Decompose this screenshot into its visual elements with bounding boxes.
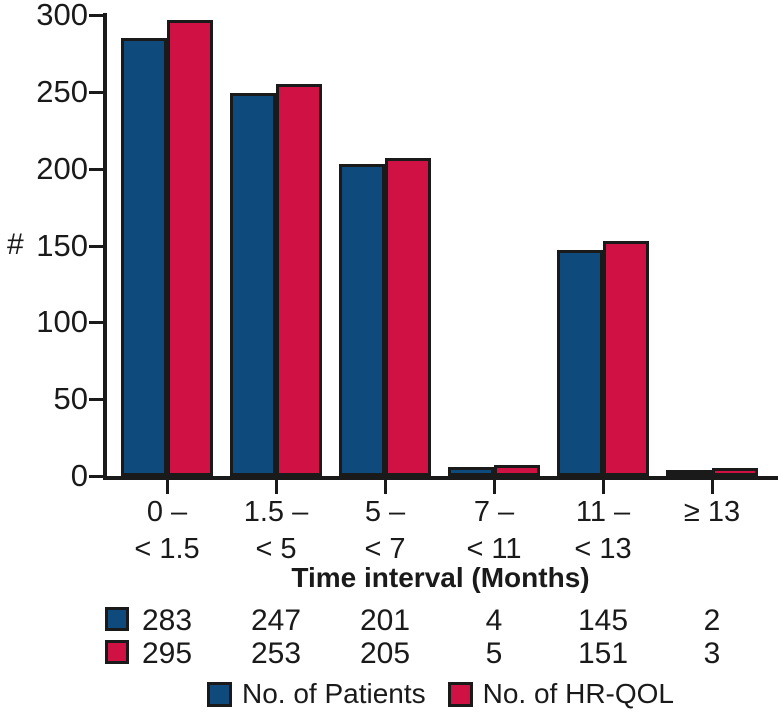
y-tick-label: 200	[36, 150, 88, 186]
x-axis-title: Time interval (Months)	[291, 562, 590, 593]
category-label-line: < 5	[255, 533, 297, 565]
category-label: ≥ 13	[637, 494, 782, 531]
bar-patients-0	[121, 38, 167, 476]
y-tick	[89, 90, 103, 94]
bar-hrqol-4	[603, 241, 649, 476]
bar-patients-3	[448, 467, 494, 476]
y-tick-label: 150	[36, 227, 88, 263]
bar-hrqol-3	[494, 465, 540, 476]
category-label-line: 5 –	[364, 496, 406, 528]
category-label: 1.5 – < 5	[201, 494, 351, 568]
category-label: 11 – < 13	[528, 494, 678, 568]
bar-patients-4	[557, 250, 603, 476]
y-tick-label: 0	[70, 458, 88, 493]
y-tick	[89, 14, 103, 17]
bar-patients-2	[339, 164, 385, 476]
table-value: 205	[359, 637, 411, 670]
x-tick	[166, 480, 169, 494]
bar-patients-5	[666, 470, 712, 476]
y-tick-label: 50	[53, 381, 88, 417]
x-tick	[711, 480, 714, 494]
legend-label: No. of Patients	[241, 678, 426, 709]
bar-hrqol-2	[385, 158, 431, 476]
x-tick	[275, 480, 278, 494]
x-tick	[602, 480, 605, 494]
y-tick-label: 250	[36, 73, 88, 109]
category-label: 5 – < 7	[310, 494, 460, 568]
y-tick-label: 300	[36, 0, 88, 32]
x-tick	[384, 480, 387, 494]
y-axis-line	[103, 13, 107, 480]
legend-label: No. of HR-QOL	[482, 678, 675, 709]
table-value: 151	[577, 637, 629, 670]
table-value: 253	[250, 637, 302, 670]
category-label-line: < 11	[466, 533, 522, 565]
table-value: 283	[141, 604, 193, 637]
bar-patients-1	[230, 93, 276, 476]
category-label-line: < 13	[574, 533, 632, 565]
legend-swatch-hrqol	[447, 681, 473, 707]
category-label-line: 11 –	[575, 496, 631, 528]
category-label-line: 7 –	[473, 496, 515, 528]
y-tick	[89, 244, 103, 248]
bar-hrqol-1	[276, 84, 322, 476]
x-tick	[493, 480, 496, 494]
table-value: 201	[359, 604, 411, 637]
category-label-line: < 1.5	[134, 533, 200, 565]
y-tick-label: 100	[36, 304, 88, 340]
y-tick	[89, 321, 103, 325]
legend: No. of Patients No. of HR-QOL	[103, 678, 778, 710]
table-swatch-hrqol	[105, 640, 129, 664]
legend-item-patients: No. of Patients	[206, 678, 426, 710]
legend-swatch-patients	[206, 681, 232, 707]
table-value: 145	[577, 604, 629, 637]
y-tick	[89, 475, 103, 478]
table-value: 3	[703, 637, 721, 670]
table-value: 2	[703, 604, 721, 637]
table-value: 5	[485, 637, 503, 670]
category-label-line: ≥ 13	[683, 496, 741, 528]
x-axis-line	[103, 476, 778, 480]
category-label: 7 – < 11	[419, 494, 569, 568]
y-tick	[89, 167, 103, 171]
y-tick	[89, 398, 103, 402]
category-label-line: 0 –	[146, 496, 188, 528]
bar-hrqol-0	[167, 20, 213, 476]
table-swatch-patients	[105, 607, 129, 631]
legend-item-hrqol: No. of HR-QOL	[447, 678, 675, 710]
category-label: 0 – < 1.5	[92, 494, 242, 568]
table-value: 247	[250, 604, 302, 637]
category-label-line: < 7	[364, 533, 406, 565]
category-label-line: 1.5 –	[243, 496, 309, 528]
table-value: 295	[141, 637, 193, 670]
bar-hrqol-5	[712, 468, 758, 476]
table-value: 4	[485, 604, 503, 637]
y-axis-label: #	[7, 228, 24, 261]
